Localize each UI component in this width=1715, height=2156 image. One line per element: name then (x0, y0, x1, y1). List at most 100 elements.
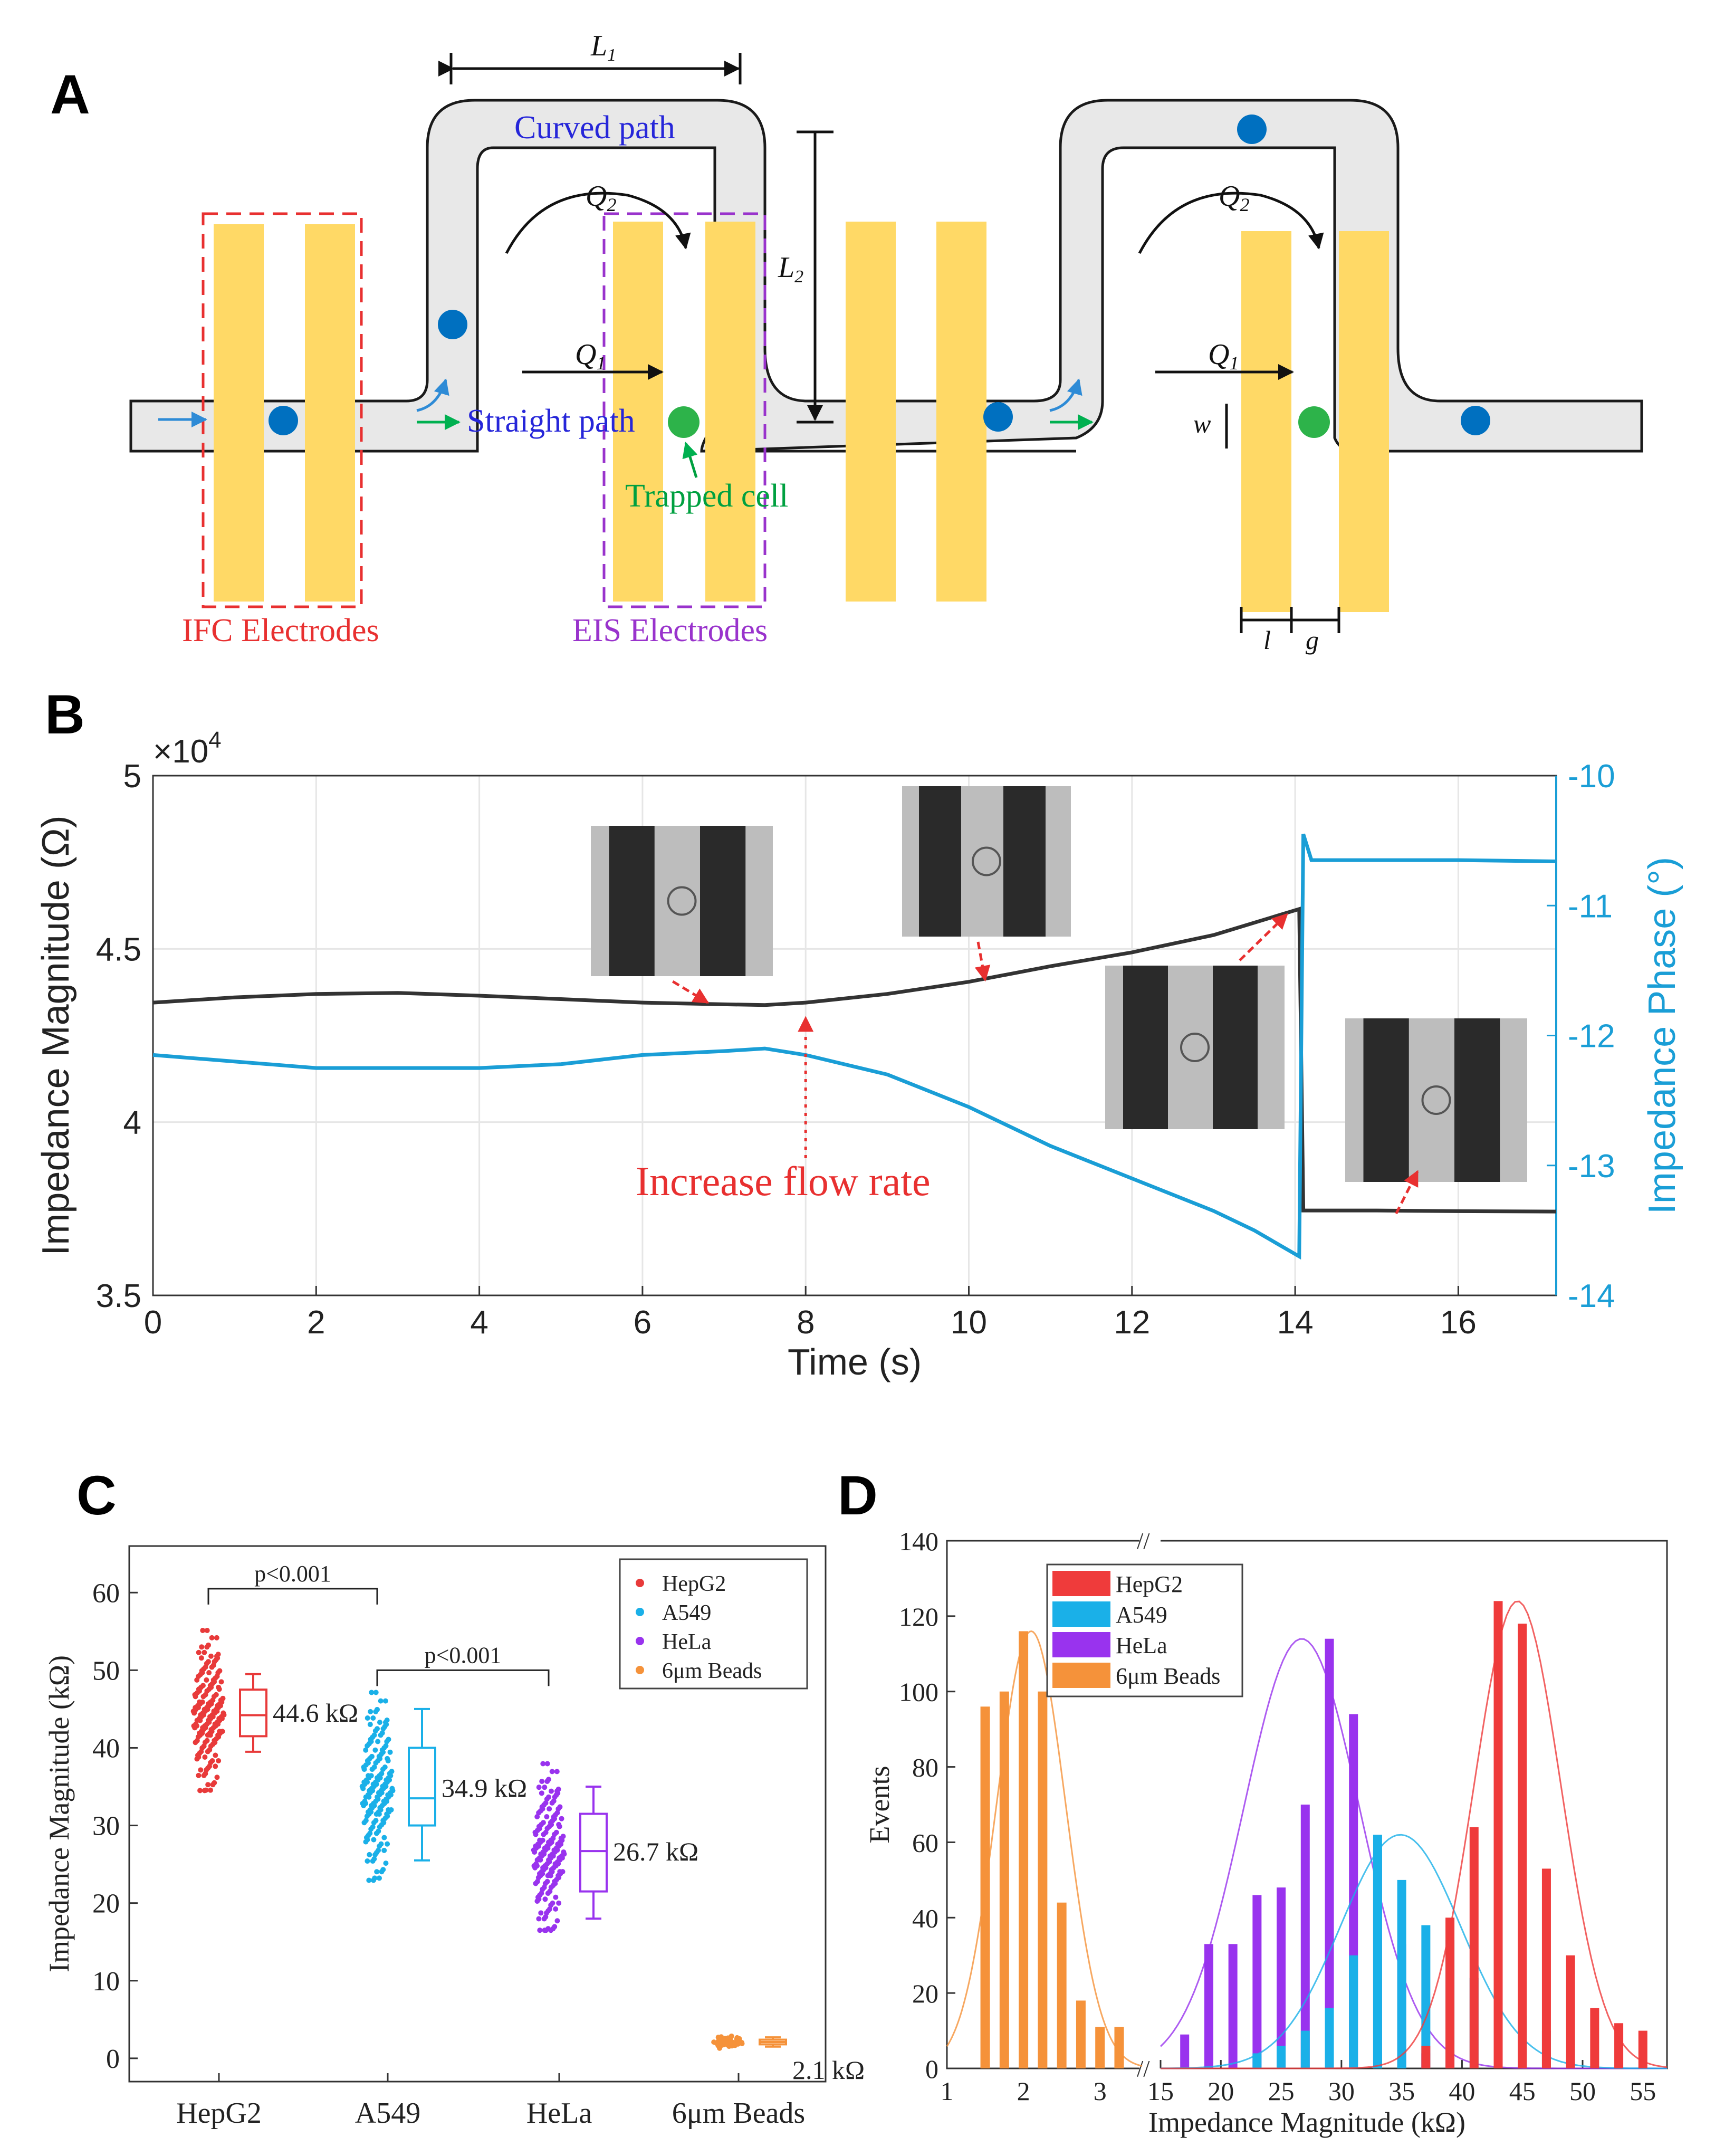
c-point-a549 (379, 1869, 385, 1875)
c-point-a549 (367, 1788, 372, 1794)
c-point-hela (557, 1869, 563, 1875)
d-axis-break-bottom (1139, 2058, 1161, 2079)
b-inset-electrode (609, 826, 655, 976)
c-point-hela (542, 1845, 548, 1851)
d-bar-6μm-beads (1057, 1902, 1067, 2068)
panel-a-label: A (50, 64, 90, 126)
c-point-a549 (371, 1820, 377, 1826)
d-bar-hela (1252, 1895, 1262, 2068)
c-point-hepg2 (214, 1775, 220, 1780)
c-point-hela (542, 1881, 548, 1886)
d-xtick-label: 3 (1094, 2076, 1107, 2106)
c-point-a549 (379, 1747, 385, 1753)
c-point-hela (554, 1918, 560, 1924)
c-point-hela (548, 1788, 554, 1794)
b-inset-electrode (1454, 1018, 1500, 1182)
panel-d-label: D (838, 1465, 878, 1527)
d-legend-label: HepG2 (1116, 1571, 1183, 1597)
b-series-impedance-phase (152, 833, 1557, 1260)
c-point-6μm-beads (723, 2037, 729, 2043)
c-point-hela (561, 1849, 567, 1855)
trapped-cell-2 (1298, 406, 1330, 438)
c-point-hela (556, 1900, 562, 1906)
c-point-hela (544, 1796, 550, 1802)
c-point-hepg2 (207, 1787, 213, 1793)
c-point-hela (545, 1891, 551, 1896)
c-point-a549 (376, 1753, 382, 1759)
d-bar-6μm-beads (1038, 1691, 1048, 2068)
c-point-hela (553, 1906, 559, 1912)
c-point-a549 (371, 1837, 377, 1843)
d-xtick-label: 40 (1449, 2076, 1475, 2106)
c-ytick-label: 30 (92, 1811, 120, 1842)
c-point-a549 (378, 1732, 384, 1738)
c-point-hepg2 (204, 1644, 210, 1650)
d-bar-6μm-beads (1076, 2000, 1086, 2068)
panel-c: C 0 10 20 30 40 50 60 Impedance Magnitude (kΩ) H… (43, 1465, 865, 2130)
d-bar-6μm-beads (1114, 2027, 1124, 2068)
d-legend-swatch (1052, 1663, 1110, 1688)
c-xtick-label: 6μm Beads (672, 2097, 805, 2130)
c-point-hela (539, 1778, 545, 1784)
c-point-a549 (366, 1877, 372, 1883)
d-bar-a549 (1373, 1835, 1382, 2068)
d-ytick-label: 100 (899, 1677, 938, 1707)
panel-d: D // // 0 20 40 60 80 100 120 140 1 2 3 15 20 25 30 35 40 4… (838, 1465, 1668, 2138)
c-point-a549 (385, 1792, 391, 1798)
chart-b: 0 2 4 6 8 10 12 14 16 3.5 4 4.5 5 -14 -13 -12 -11 -10 Time… (35, 758, 1683, 1382)
d-xtick-label: 25 (1268, 2076, 1295, 2106)
c-point-hepg2 (208, 1726, 214, 1732)
c-point-6μm-beads (717, 2044, 723, 2049)
c-point-a549 (364, 1814, 370, 1819)
c-point-hepg2 (202, 1754, 208, 1760)
c-point-hela (549, 1800, 555, 1806)
ifc-electrodes-label: IFC Electrodes (182, 613, 379, 648)
c-legend-marker (636, 1637, 644, 1645)
c-point-a549 (373, 1709, 379, 1714)
c-point-hepg2 (201, 1772, 207, 1778)
d-legend-label: A549 (1116, 1602, 1167, 1628)
b-series-impedance-magnitude (152, 907, 1557, 1214)
c-point-hepg2 (212, 1738, 217, 1743)
c-point-hela (556, 1821, 562, 1827)
c-point-a549 (370, 1781, 376, 1787)
g-label: g (1306, 625, 1319, 655)
c-point-hela (555, 1842, 561, 1847)
b-ytick-right-label: -14 (1568, 1278, 1615, 1314)
c-point-a549 (375, 1739, 381, 1744)
l1-label: L1 (590, 30, 616, 65)
c-point-hela (531, 1863, 537, 1869)
c-point-hela (555, 1806, 561, 1812)
d-bar-hepg2 (1421, 2046, 1431, 2068)
bead-4 (1237, 115, 1267, 144)
d-xlabel: Impedance Magnitude (kΩ) (1148, 2106, 1465, 2138)
d-bar-hepg2 (1638, 2030, 1647, 2068)
c-point-hepg2 (199, 1644, 205, 1650)
c-median-label: 44.6 kΩ (273, 1698, 358, 1728)
curved-path-label: Curved path (514, 110, 675, 146)
c-point-a549 (376, 1875, 382, 1881)
c-point-a549 (372, 1852, 378, 1857)
c-point-a549 (366, 1773, 371, 1779)
d-xtick-label: 30 (1328, 2076, 1355, 2106)
d-bar-hepg2 (1445, 1917, 1455, 2068)
c-point-a549 (372, 1747, 378, 1753)
c-point-hepg2 (209, 1635, 215, 1640)
c-significance-bracket (376, 1669, 550, 1686)
b-xlabel: Time (s) (788, 1341, 922, 1382)
c-point-a549 (372, 1728, 378, 1734)
d-bar-hepg2 (1566, 1955, 1575, 2068)
d-bar-a549 (1349, 1955, 1358, 2068)
b-inset-cell (667, 886, 697, 916)
c-point-hepg2 (202, 1706, 207, 1712)
exponent-label: ×104 (153, 727, 222, 770)
c-point-hela (538, 1851, 544, 1857)
b-inset-cell (1180, 1033, 1210, 1062)
c-point-hepg2 (217, 1729, 223, 1734)
c-point-hepg2 (204, 1661, 209, 1666)
b-xtick-label: 10 (951, 1304, 987, 1341)
c-point-hela (531, 1847, 536, 1853)
c-point-a549 (387, 1771, 392, 1777)
c-legend-marker (636, 1608, 644, 1616)
c-legend-marker (636, 1666, 644, 1674)
